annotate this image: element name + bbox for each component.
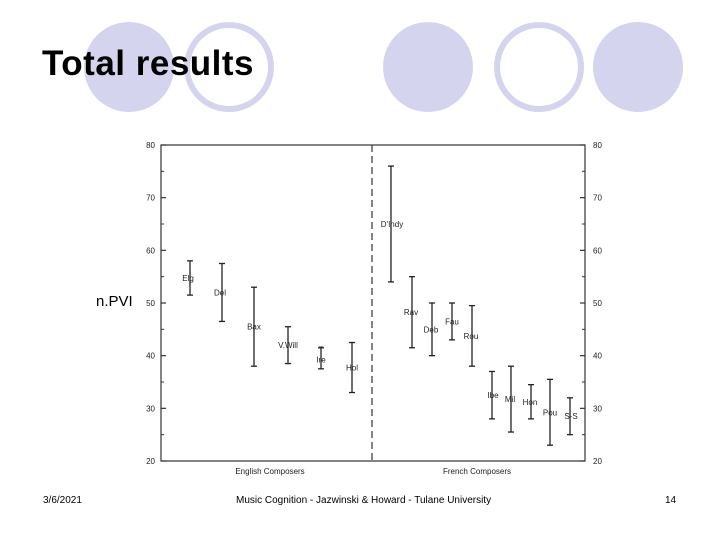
data-label-ibe: Ibe xyxy=(487,391,499,400)
data-label-pou: Pou xyxy=(543,408,557,417)
data-label-dindy: D'Indy xyxy=(381,220,403,229)
decor-ring-2 xyxy=(494,22,584,112)
y-tick-label-right: 40 xyxy=(593,352,602,361)
y-tick-label-left: 40 xyxy=(146,352,155,361)
data-label-ss: S-S xyxy=(564,412,577,421)
data-label-del: Del xyxy=(214,288,226,297)
decor-circle-2 xyxy=(383,22,473,112)
footer-date: 3/6/2021 xyxy=(43,495,82,506)
slide-title: Total results xyxy=(42,44,255,83)
footer-page-number: 14 xyxy=(665,495,677,506)
data-label-fau: Fau xyxy=(445,317,459,326)
y-tick-label-left: 30 xyxy=(146,404,155,413)
y-tick-label-left: 70 xyxy=(146,194,155,203)
y-tick-label-left: 80 xyxy=(146,141,155,150)
y-tick-label-left: 60 xyxy=(146,246,155,255)
data-label-deb: Deb xyxy=(424,325,439,334)
y-tick-label-left: 20 xyxy=(146,457,155,466)
plot-frame xyxy=(160,144,586,462)
y-tick-label-right: 50 xyxy=(593,299,602,308)
y-tick-label-left: 50 xyxy=(146,299,155,308)
data-label-elg: Elg xyxy=(182,274,194,283)
x-group-label-english: English Composers xyxy=(235,467,304,476)
data-label-hol: Hol xyxy=(346,364,358,373)
y-tick-label-right: 70 xyxy=(593,194,602,203)
x-group-label-french: French Composers xyxy=(443,467,511,476)
data-label-hon: Hon xyxy=(523,398,538,407)
data-label-tire: T xyxy=(319,345,324,354)
data-label-rav: Rav xyxy=(404,308,418,317)
data-label-rou: Rou xyxy=(464,332,479,341)
data-label-bax: Bax xyxy=(247,323,261,332)
y-axis-label: n.PVI xyxy=(96,293,133,310)
data-label-tire-2: Ire xyxy=(316,355,326,364)
data-label-mil: Mil xyxy=(505,395,515,404)
decor-circle-3 xyxy=(593,22,683,112)
decor-circle-1 xyxy=(84,22,174,112)
y-tick-label-right: 30 xyxy=(593,404,602,413)
data-label-vwill: V.Will xyxy=(278,341,298,350)
y-tick-label-right: 60 xyxy=(593,246,602,255)
decor-ring-1 xyxy=(184,22,274,112)
footer-credit: Music Cognition - Jazwinski & Howard - T… xyxy=(236,495,492,506)
y-tick-label-right: 80 xyxy=(593,141,602,150)
y-tick-label-right: 20 xyxy=(593,457,602,466)
